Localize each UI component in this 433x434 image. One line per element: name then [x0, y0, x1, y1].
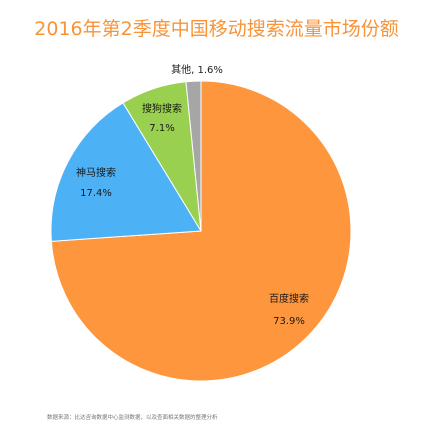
- slice-label-shenma-value: 17.4%: [80, 188, 112, 199]
- pie-slices: [50, 80, 352, 382]
- slice-label-baidu-name: 百度搜索: [269, 292, 309, 305]
- slice-label-shenma-name: 神马搜索: [76, 166, 116, 179]
- slice-label-sougou-value: 7.1%: [149, 123, 174, 134]
- slice-label-sougou-name: 搜狗搜索: [142, 102, 182, 115]
- slice-label-other-text: 其他, 1.6%: [171, 63, 223, 76]
- source-note: 数据来源：比达咨询数据中心监测数据，以及查面相关数据的整理分析: [47, 415, 218, 421]
- slice-label-baidu: 百度搜索 73.9%: [269, 292, 309, 327]
- pie-slice-other: [185, 80, 202, 232]
- slice-label-other: 其他, 1.6%: [171, 63, 223, 76]
- slice-label-baidu-value: 73.9%: [273, 316, 305, 327]
- slice-label-sougou: 搜狗搜索 7.1%: [142, 102, 182, 134]
- pie-slice-shenma: [50, 102, 202, 242]
- slice-label-shenma: 神马搜索 17.4%: [76, 166, 116, 199]
- chart-title: 2016年第2季度中国移动搜索流量市场份额: [34, 18, 399, 40]
